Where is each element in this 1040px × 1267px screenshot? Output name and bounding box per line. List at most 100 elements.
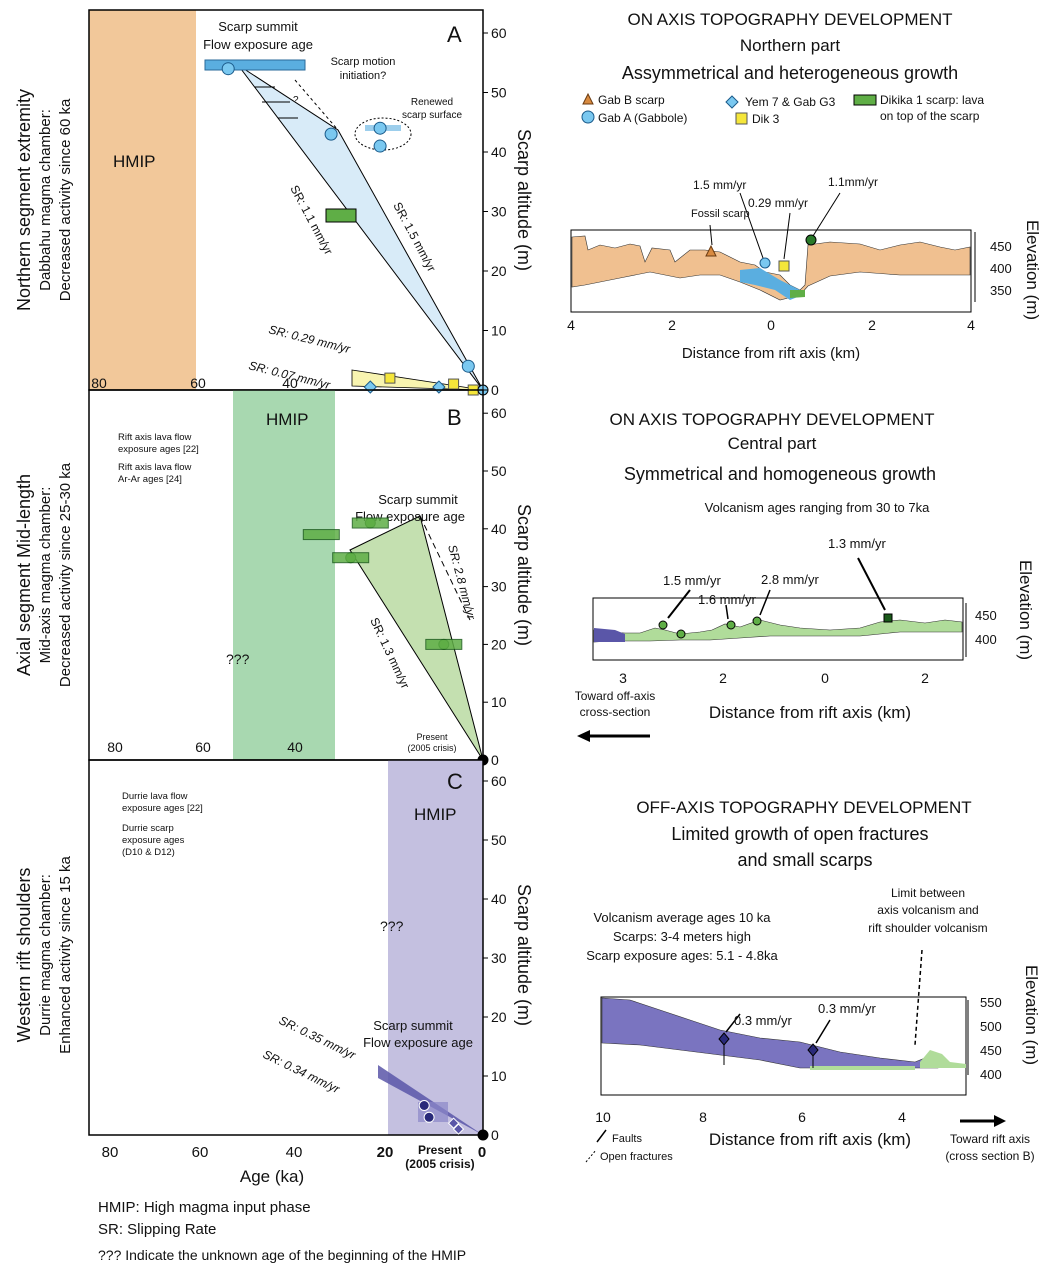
data-point (418, 1100, 430, 1111)
x-tick-label: 40 (286, 1144, 303, 1161)
legend-label-c: (D10 & D12) (122, 847, 175, 858)
data-point (221, 62, 235, 76)
data-point (373, 121, 387, 135)
y-tick-label: 450 (980, 1043, 1002, 1058)
y-tick-label: 40 (491, 144, 507, 160)
section-subtitle: Limited growth of open fractures (671, 824, 928, 844)
rate-label: 1.1mm/yr (828, 175, 878, 189)
y-tick-label: 400 (975, 632, 997, 647)
legend-label-b: Ar-Ar ages [24] (118, 474, 182, 485)
marks-b (302, 517, 489, 766)
x-tick-label: 10 (595, 1109, 611, 1125)
circle-icon (726, 620, 736, 630)
x-tick-label: 80 (91, 375, 107, 391)
side-title-b: Mid-axis magma chamber: (37, 487, 54, 664)
footnote: SR: Slipping Rate (98, 1221, 216, 1238)
data-point (351, 517, 389, 529)
y-tick-label: 400 (990, 261, 1012, 276)
section-title: ON AXIS TOPOGRAPHY DEVELOPMENT (610, 410, 935, 429)
y-tick-label: 350 (990, 283, 1012, 298)
summit-label-a: Flow exposure age (203, 37, 313, 52)
arrow-line (667, 589, 691, 619)
data-point (302, 529, 340, 541)
offaxis-label: cross-section (580, 705, 651, 719)
data-point (425, 638, 463, 650)
y-tick-label: 40 (491, 521, 507, 537)
y-tick-label: 10 (491, 323, 507, 339)
section-note: Scarp exposure ages: 5.1 - 4.8ka (586, 948, 778, 963)
circle-icon (759, 257, 771, 269)
arrow-left-icon (577, 730, 590, 742)
x-tick-label: 2 (668, 317, 676, 333)
legend-label: Faults (612, 1133, 642, 1145)
data-point (384, 372, 396, 384)
sr-label: SR: 0.29 mm/yr (267, 322, 352, 356)
present-label: (2005 crisis) (407, 743, 456, 753)
section-off-axis: OFF-AXIS TOPOGRAPHY DEVELOPMENT Limited … (585, 798, 1040, 1163)
unknown-label-b: ??? (226, 651, 250, 667)
circle-icon (676, 629, 686, 639)
hmip-band-a (89, 10, 196, 390)
profile-frame (570, 229, 972, 313)
data-point (423, 1111, 435, 1123)
side-title-c: Durrie magma chamber: (37, 874, 54, 1036)
hmip-band-c (388, 760, 483, 1135)
x-tick-label: 4 (898, 1109, 906, 1125)
x-tick-label: 3 (619, 670, 627, 686)
panel-letter-c: C (447, 769, 463, 794)
y-tick-label: 450 (990, 239, 1012, 254)
limit-label: rift shoulder volcanism (868, 921, 987, 935)
sr-wedge-b (349, 515, 484, 761)
x-tick-label: 60 (192, 1144, 209, 1161)
renewed-label: Renewed (411, 97, 453, 108)
fossil-label: Fossil scarp (691, 208, 750, 220)
y-tick-label: 60 (491, 773, 507, 789)
y-tick-label: 40 (491, 891, 507, 907)
arrow-line (725, 604, 729, 620)
profile-frame (600, 996, 967, 1096)
y-axis-label-b: Scarp altitude (m) (514, 504, 534, 646)
rate-label: 0.3 mm/yr (818, 1001, 876, 1016)
x-axis-label: Distance from rift axis (km) (682, 345, 860, 362)
dashed-motion-line (294, 79, 339, 131)
summit-label-a: Scarp summit (218, 19, 298, 34)
section-note: Scarps: 3-4 meters high (613, 929, 751, 944)
y-tick-label: 20 (491, 636, 507, 652)
pointer-line (709, 224, 713, 246)
circle-icon (658, 620, 668, 630)
rate-label: 1.5 mm/yr (663, 573, 721, 588)
legend-label-c: Durrie scarp (122, 823, 174, 834)
x-axis-label: Age (ka) (240, 1167, 304, 1186)
x-tick-label: 40 (282, 375, 298, 391)
sr-label: SR: 0.34 mm/yr (261, 1047, 343, 1097)
renewed-ellipse (354, 117, 412, 151)
y-tick-label: 450 (975, 608, 997, 623)
y-tick-label: 60 (491, 25, 507, 41)
data-point (452, 1123, 465, 1135)
sr-label: SR: 0.35 mm/yr (277, 1013, 359, 1063)
profile-central (593, 619, 963, 643)
x-tick-label: 4 (567, 317, 575, 333)
legend-label: Gab B scarp (598, 93, 665, 107)
section-subtitle: Assymmetrical and heterogeneous growth (622, 63, 958, 83)
x-tick-label: 0 (767, 317, 775, 333)
legend-label-b: exposure ages [22] (118, 444, 199, 455)
panel-b: HMIP B ??? Rift axis lava flow exposure … (14, 389, 489, 766)
data-point (448, 378, 460, 390)
offaxis-label: Toward off-axis (575, 689, 655, 703)
pointer-line (739, 192, 764, 259)
legend-label-c: exposure ages [22] (122, 803, 203, 814)
sr-wedge-c (378, 1065, 483, 1135)
legend-label: Yem 7 & Gab G3 (745, 95, 836, 109)
rate-label: 1.3 mm/yr (828, 536, 886, 551)
legend-label: on top of the scarp (880, 109, 980, 123)
circle-icon (752, 616, 762, 626)
y-tick-label: 50 (491, 463, 507, 479)
section-central: ON AXIS TOPOGRAPHY DEVELOPMENT Central p… (575, 410, 1035, 742)
toward-label: (cross section B) (945, 1149, 1034, 1163)
y-tick-label: 30 (491, 579, 507, 595)
y-tick-label: 30 (491, 204, 507, 220)
motion-label: initiation? (340, 70, 386, 82)
x-tick-label: 60 (190, 375, 206, 391)
